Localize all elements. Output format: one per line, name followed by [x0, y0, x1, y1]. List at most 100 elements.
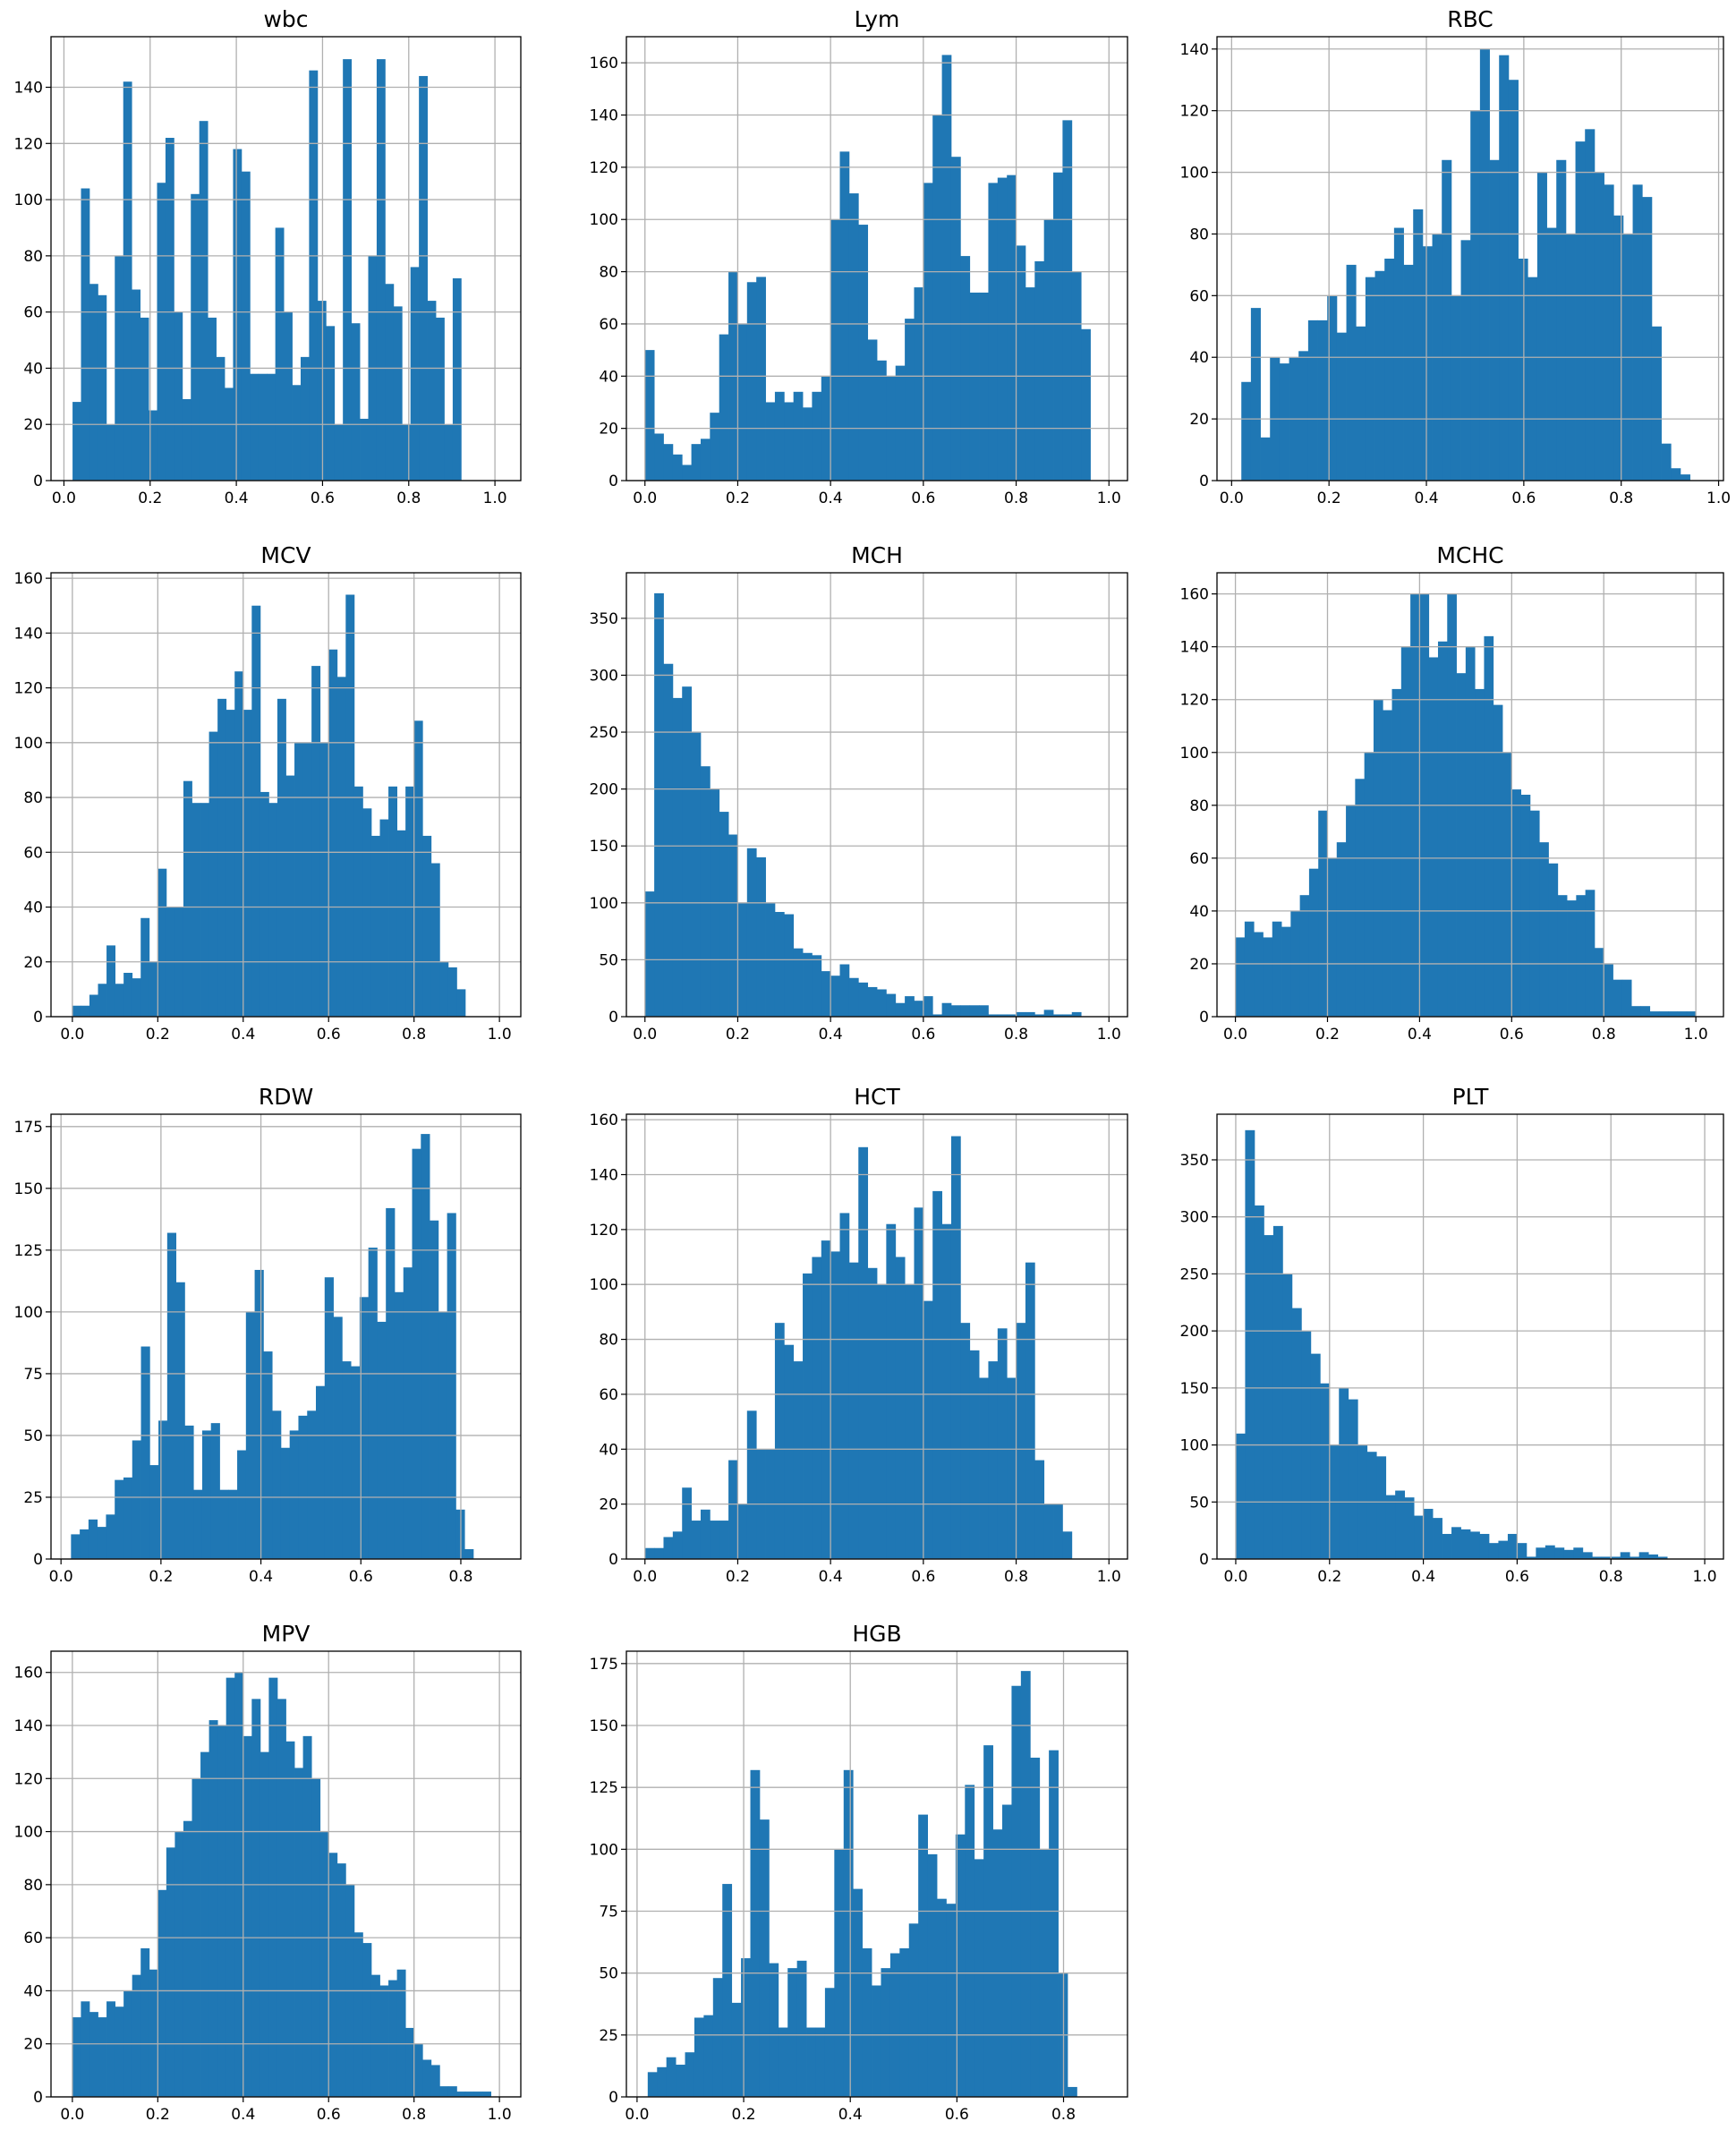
- bar: [233, 149, 243, 481]
- bar: [737, 1504, 748, 1559]
- x-tick-label: 0.2: [138, 490, 162, 507]
- bar: [319, 742, 329, 1017]
- x-tick-label: 0.6: [911, 490, 935, 507]
- bar: [208, 317, 217, 481]
- bar: [1517, 1543, 1528, 1559]
- bar: [157, 868, 167, 1017]
- x-tick-label: 0.0: [60, 1026, 84, 1044]
- bar: [1034, 1460, 1045, 1559]
- y-tick-label: 100: [14, 735, 43, 753]
- x-tick-label: 0.2: [732, 2106, 756, 2124]
- bar: [422, 2059, 432, 2097]
- bar: [965, 1785, 975, 2097]
- bar: [1327, 857, 1338, 1017]
- bar: [644, 1547, 655, 1559]
- x-tick-label: 0.2: [726, 490, 750, 507]
- y-tick-label: 40: [599, 1441, 618, 1459]
- bar: [824, 1988, 835, 2097]
- histogram-panel-rdw: 0.0 0.2 0.4 0.6 0.8 0 25 50 75 100 125 150 175 RDW: [14, 1084, 522, 1586]
- bar: [1493, 704, 1503, 1017]
- x-tick-label: 0.6: [317, 2106, 341, 2124]
- x-tick-label: 0.8: [1609, 490, 1633, 507]
- chart-title: MCH: [851, 542, 903, 568]
- histogram-panel-lym: 0.0 0.2 0.4 0.6 0.8 1.0 0 20 40 60 80 100 120 140 160 L…: [590, 6, 1128, 507]
- bar: [1638, 1552, 1649, 1559]
- y-tick-label: 140: [590, 107, 618, 125]
- bar: [858, 1146, 869, 1559]
- bar: [1546, 227, 1557, 481]
- y-tick-label: 40: [1189, 349, 1209, 367]
- bar: [746, 1410, 757, 1559]
- y-tick-label: 0: [1199, 1551, 1209, 1569]
- axes-frame: [50, 36, 522, 481]
- bar: [941, 1002, 952, 1017]
- x-tick-label: 0.4: [819, 1026, 843, 1044]
- bar: [482, 2092, 491, 2097]
- bar: [923, 1300, 933, 1559]
- x-tick-label: 0.4: [819, 490, 843, 507]
- y-tick-label: 150: [1180, 1380, 1209, 1398]
- bar: [311, 666, 321, 1017]
- bar: [997, 1328, 1008, 1559]
- bar: [241, 171, 251, 481]
- x-tick-label: 1.0: [1097, 1568, 1121, 1586]
- bar: [81, 188, 90, 481]
- bar: [1484, 635, 1494, 1017]
- bar: [1254, 1205, 1264, 1559]
- y-tick-label: 100: [590, 895, 618, 913]
- bar: [132, 978, 141, 1017]
- bar: [691, 732, 702, 1017]
- bar: [396, 1969, 406, 2097]
- bar: [1582, 1552, 1593, 1559]
- y-tick-label: 0: [608, 473, 618, 490]
- bar: [663, 663, 674, 1017]
- bar: [302, 742, 312, 1017]
- bar: [932, 115, 942, 481]
- bar: [81, 1005, 90, 1017]
- bar: [1613, 979, 1623, 1017]
- y-tick-label: 50: [23, 1427, 43, 1445]
- x-tick-label: 0.8: [1599, 1568, 1623, 1586]
- histogram-panel-hgb: 0.0 0.2 0.4 0.6 0.8 0 25 50 75 100 125 150 175 HGB: [590, 1621, 1128, 2124]
- bar: [208, 731, 218, 1017]
- y-tick-label: 0: [33, 473, 43, 490]
- bar: [72, 402, 81, 481]
- bar: [1642, 197, 1653, 481]
- axes-frame: [625, 572, 1128, 1018]
- bar: [946, 1904, 957, 2097]
- x-tick-label: 0.6: [945, 2106, 969, 2124]
- bar: [644, 891, 655, 1017]
- bar: [1545, 1545, 1555, 1559]
- bar: [345, 594, 355, 1017]
- bar: [1318, 810, 1328, 1017]
- bar: [1526, 1556, 1536, 1559]
- bar: [812, 955, 822, 1017]
- bar: [294, 1768, 303, 2097]
- bar: [1260, 437, 1271, 481]
- bar: [672, 454, 683, 481]
- bar: [899, 1948, 910, 2097]
- x-tick-label: 0.6: [311, 490, 335, 507]
- bar: [1657, 1556, 1668, 1559]
- bar: [1016, 245, 1026, 481]
- x-tick-label: 0.8: [1004, 490, 1028, 507]
- y-tick-label: 140: [1180, 41, 1209, 59]
- y-tick-label: 140: [590, 1166, 618, 1184]
- bar: [703, 2015, 714, 2097]
- y-tick-label: 80: [599, 264, 618, 282]
- bar: [132, 1974, 141, 2097]
- axes-frame: [50, 572, 522, 1018]
- y-tick-label: 100: [590, 1841, 618, 1859]
- bar: [1346, 264, 1357, 481]
- chart-title: MCHC: [1436, 542, 1503, 568]
- bar: [927, 1853, 938, 2097]
- bar: [1528, 277, 1538, 481]
- bar: [98, 984, 107, 1017]
- bar: [191, 803, 201, 1017]
- bar: [1053, 172, 1063, 481]
- bar: [132, 289, 141, 481]
- x-tick-label: 0.4: [249, 1568, 273, 1586]
- bar: [464, 2092, 474, 2097]
- y-tick-label: 40: [23, 899, 43, 917]
